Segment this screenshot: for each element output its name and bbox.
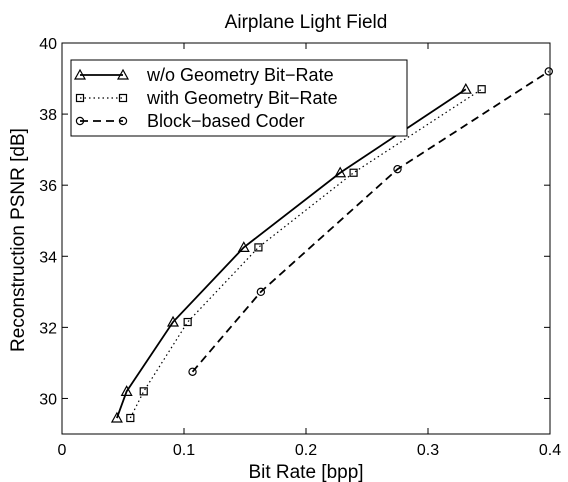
series-3-point: [188, 367, 197, 376]
series-1-point: [334, 166, 347, 178]
series-1-point: [110, 411, 123, 423]
series-2-point: [126, 413, 135, 423]
series-3-point: [544, 67, 553, 76]
legend-label-3: Block−based Coder: [147, 111, 305, 131]
series-2-point: [254, 243, 263, 252]
chart-title: Airplane Light Field: [225, 12, 388, 33]
legend-marker: [116, 68, 130, 80]
series-2-point: [139, 387, 148, 396]
series-2-point: [183, 317, 192, 327]
legend-label-2: with Geometry Bit−Rate: [146, 88, 338, 108]
series-line-1: [116, 88, 467, 419]
y-tick-label: 30: [39, 391, 57, 408]
x-tick-label: 0.4: [539, 442, 561, 459]
series-1-point: [237, 241, 250, 252]
series-2-point: [477, 85, 486, 94]
legend-marker: [75, 116, 85, 126]
y-tick-label: 38: [39, 107, 57, 124]
plot-area: 0 0.1 0.2 0.3 0.4 30 32 34 36 38 40: [39, 36, 561, 459]
series-3-point: [256, 287, 266, 297]
y-tick-label: 34: [39, 249, 57, 266]
legend-marker: [118, 116, 128, 126]
x-tick-label: 0.1: [173, 442, 195, 459]
legend-marker: [73, 68, 87, 80]
x-tick-label: 0.3: [417, 442, 439, 459]
series-line-3: [191, 70, 550, 373]
x-tick-label: 0.2: [295, 442, 317, 459]
legend-marker: [75, 93, 85, 103]
x-tick-label: 0: [58, 442, 67, 459]
legend-label-1: w/o Geometry Bit−Rate: [146, 65, 334, 85]
legend-marker: [118, 93, 128, 103]
x-axis-label: Bit Rate [bpp]: [248, 462, 363, 482]
legend: w/o Geometry Bit−Rate with Geometry Bit−R…: [70, 59, 408, 137]
series-1-point: [120, 385, 133, 396]
series-1-point: [459, 82, 472, 94]
y-tick-label: 32: [39, 320, 57, 337]
series-3-point: [393, 164, 402, 174]
series-2-point: [349, 168, 358, 177]
y-tick-label: 40: [39, 36, 57, 53]
y-axis-label: Reconstruction PSNR [dB]: [8, 128, 29, 352]
series-line-2: [129, 88, 483, 419]
series-1-point: [167, 315, 180, 327]
y-tick-label: 36: [39, 178, 57, 195]
